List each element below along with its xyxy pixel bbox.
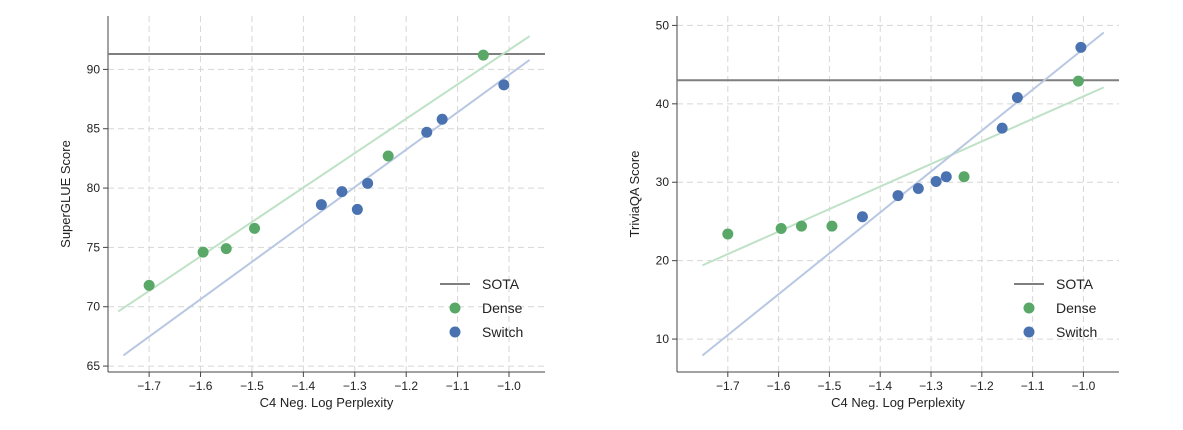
switch-point <box>912 183 924 195</box>
dense-fit-line <box>701 86 1105 267</box>
switch-point <box>436 113 448 125</box>
x-tick-label: −1.6 <box>189 379 213 393</box>
legend: SOTA Dense Switch <box>440 276 523 340</box>
dense-point <box>382 150 394 162</box>
dense-point <box>958 171 970 183</box>
y-tick-label: 30 <box>656 175 670 189</box>
x-tick-label: −1.1 <box>1021 379 1045 393</box>
y-tick-label: 20 <box>656 254 670 268</box>
x-tick-label: −1.4 <box>292 379 316 393</box>
chart-2: −1.7 −1.6 −1.5 −1.4 −1.3 −1.2 −1.1 −1.0 10 20 30 40… <box>627 16 1119 410</box>
dense-point <box>795 220 807 232</box>
x-tick-label: −1.0 <box>497 379 521 393</box>
legend-switch-swatch <box>449 326 461 338</box>
dense-point <box>477 49 489 61</box>
switch-point <box>315 199 327 211</box>
switch-point <box>1075 41 1087 53</box>
switch-point <box>351 203 363 215</box>
y-tick-label: 65 <box>87 359 101 373</box>
x-tick-label: −1.7 <box>137 379 161 393</box>
y-tick-label: 10 <box>656 332 670 346</box>
switch-point <box>892 190 904 202</box>
y-axis-label: TriviaQA Score <box>627 151 642 238</box>
legend-sota-label: SOTA <box>1056 276 1094 292</box>
switch-point <box>856 211 868 223</box>
switch-point <box>996 122 1008 134</box>
dense-point <box>220 243 232 255</box>
y-tick-label: 50 <box>656 18 670 32</box>
switch-point <box>930 175 942 187</box>
switch-point <box>498 79 510 91</box>
legend-switch-label: Switch <box>482 324 523 340</box>
x-tick-label: −1.5 <box>240 379 264 393</box>
y-tick-label: 90 <box>87 62 101 76</box>
x-axis-label: C4 Neg. Log Perplexity <box>831 395 965 410</box>
x-tick-label: −1.2 <box>394 379 418 393</box>
switch-fit-line <box>122 59 531 357</box>
legend-dense-swatch <box>1023 302 1035 314</box>
legend-switch-label: Switch <box>1056 324 1097 340</box>
y-tick-label: 85 <box>87 122 101 136</box>
x-tick-label: −1.2 <box>970 379 994 393</box>
dense-fit-line <box>117 35 531 313</box>
x-tick-label: −1.1 <box>446 379 470 393</box>
x-tick-label: −1.3 <box>343 379 367 393</box>
chart-1: −1.7 −1.6 −1.5 −1.4 −1.3 −1.2 −1.1 −1.0 65 70 75 80… <box>58 16 545 410</box>
dense-point <box>249 222 261 234</box>
legend-dense-label: Dense <box>1056 300 1097 316</box>
x-tick-label: −1.0 <box>1072 379 1096 393</box>
x-tick-label: −1.4 <box>868 379 892 393</box>
x-tick-label: −1.3 <box>919 379 943 393</box>
switch-point <box>362 177 374 189</box>
switch-point <box>336 186 348 198</box>
legend-dense-swatch <box>449 302 461 314</box>
x-tick-label: −1.7 <box>716 379 740 393</box>
dense-point <box>775 223 787 235</box>
y-tick-label: 80 <box>87 181 101 195</box>
dense-point <box>1072 75 1084 87</box>
dense-point <box>143 279 155 291</box>
y-tick-label: 70 <box>87 300 101 314</box>
switch-point <box>940 171 952 183</box>
x-tick-label: −1.6 <box>767 379 791 393</box>
y-axis-label: SuperGLUE Score <box>58 140 73 248</box>
legend: SOTA Dense Switch <box>1014 276 1097 340</box>
switch-point <box>1011 92 1023 104</box>
dense-point <box>722 228 734 240</box>
x-tick-label: −1.5 <box>818 379 842 393</box>
y-tick-label: 40 <box>656 97 670 111</box>
dense-point <box>826 220 838 232</box>
legend-sota-label: SOTA <box>482 276 520 292</box>
x-axis-label: C4 Neg. Log Perplexity <box>260 395 394 410</box>
dense-point <box>197 246 209 258</box>
y-tick-label: 75 <box>87 240 101 254</box>
legend-switch-swatch <box>1023 326 1035 338</box>
legend-dense-label: Dense <box>482 300 523 316</box>
switch-point <box>421 126 433 138</box>
